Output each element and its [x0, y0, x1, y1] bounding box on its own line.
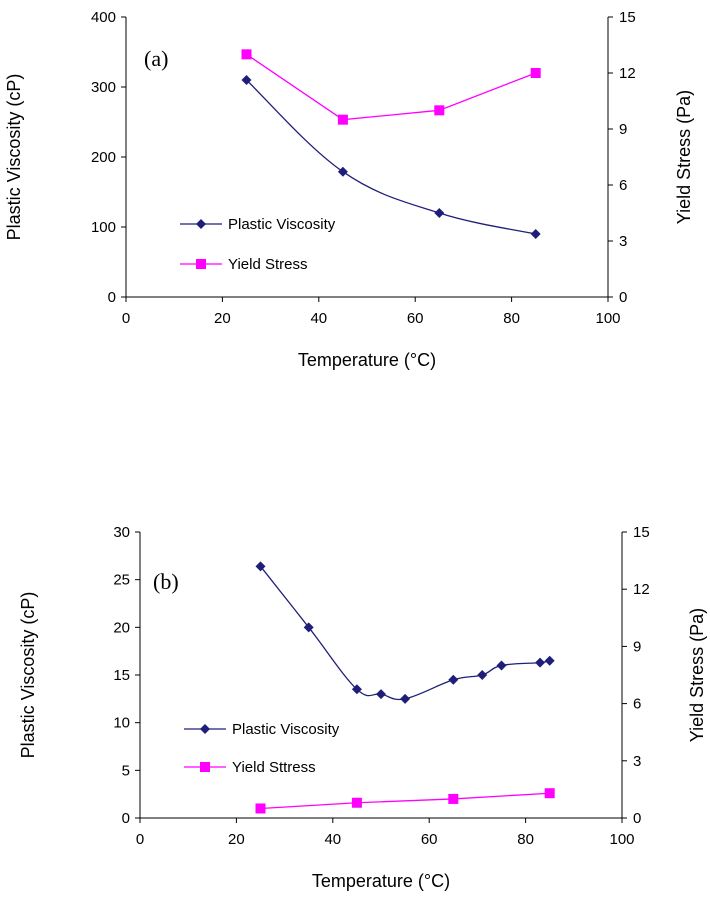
y2-tick-label: 6 — [619, 177, 627, 194]
yield-stress-point — [241, 49, 252, 60]
y-tick-label: 15 — [113, 667, 130, 684]
y-tick-label: 0 — [122, 810, 130, 827]
y2-tick-label: 0 — [633, 810, 641, 827]
x-tick-label: 60 — [421, 831, 438, 848]
plastic-viscosity-point — [376, 689, 386, 700]
legend-marker — [200, 762, 210, 772]
y2-tick-label: 15 — [633, 524, 650, 541]
x-tick-label: 0 — [122, 310, 130, 327]
series-line-plastic-viscosity — [259, 565, 550, 701]
yield-stress-point — [351, 797, 362, 808]
y2-tick-label: 3 — [619, 233, 627, 250]
x-axis-title: Temperature (°C) — [298, 350, 436, 370]
yield-stress-point — [530, 68, 541, 78]
x-tick-label: 100 — [609, 831, 634, 848]
y-axis-title: Plastic Viscosity (cP) — [18, 592, 38, 759]
series-line-yield-stress — [246, 53, 536, 121]
series-line-yield-stress — [260, 792, 550, 810]
y2-tick-label: 3 — [633, 753, 641, 770]
y-tick-label: 200 — [91, 149, 116, 166]
y-tick-label: 400 — [91, 9, 116, 26]
yield-stress-point — [434, 105, 445, 116]
legend-marker — [196, 259, 206, 269]
y2-tick-label: 12 — [619, 65, 636, 82]
y2-tick-label: 9 — [633, 638, 641, 655]
plastic-viscosity-point — [241, 75, 252, 85]
x-tick-label: 80 — [503, 310, 520, 327]
legend-label: Plastic Viscosity — [228, 216, 336, 233]
x-tick-label: 20 — [228, 831, 245, 848]
plastic-viscosity-point — [400, 693, 411, 704]
plastic-viscosity-point — [303, 622, 314, 633]
plastic-viscosity-point — [434, 208, 445, 218]
x-tick-label: 0 — [136, 831, 144, 848]
x-tick-label: 60 — [407, 310, 424, 327]
y-tick-label: 30 — [113, 524, 130, 541]
plastic-viscosity-point — [337, 166, 348, 177]
y-tick-label: 25 — [113, 572, 130, 589]
legend-label: Plastic Viscosity — [232, 721, 340, 738]
plastic-viscosity-point — [544, 655, 555, 666]
yield-stress-point — [255, 803, 266, 814]
plastic-viscosity-point — [477, 670, 488, 680]
y-axis-title: Plastic Viscosity (cP) — [4, 74, 24, 241]
yield-stress-point — [544, 788, 555, 799]
panel-label: (a) — [144, 46, 168, 71]
x-tick-label: 20 — [214, 310, 231, 327]
y2-tick-label: 9 — [619, 121, 627, 138]
legend-label: Yield Stress — [228, 256, 307, 273]
plastic-viscosity-point — [530, 229, 541, 239]
yield-stress-point — [337, 114, 348, 125]
plastic-viscosity-point — [255, 561, 266, 572]
legend: Plastic Viscosity Yield Sttress — [184, 721, 340, 776]
x-tick-label: 40 — [324, 831, 341, 848]
x-tick-label: 100 — [595, 310, 620, 327]
legend-marker — [200, 724, 210, 734]
plastic-viscosity-point — [351, 684, 362, 695]
y-tick-label: 5 — [122, 762, 130, 779]
y2-tick-label: 12 — [633, 581, 650, 598]
chart-panel-a: 0 20 40 60 80 100 0 100 200 300 400 0 3 6 9 12 15 Tempera… — [4, 9, 694, 370]
y-tick-label: 300 — [91, 79, 116, 96]
plastic-viscosity-point — [496, 660, 507, 671]
x-tick-label: 80 — [517, 831, 534, 848]
y2-tick-label: 6 — [633, 696, 641, 713]
y-tick-label: 20 — [113, 619, 130, 636]
x-tick-label: 40 — [310, 310, 327, 327]
y-tick-label: 100 — [91, 219, 116, 236]
x-axis-title: Temperature (°C) — [312, 871, 450, 891]
chart-panel-b: 0 20 40 60 80 100 0 5 10 15 20 25 30 0 3 6 9 12 15 Temperat… — [18, 524, 707, 891]
panel-label: (b) — [153, 569, 179, 594]
y2-axis-title: Yield Stress (Pa) — [674, 90, 694, 224]
yield-stress-point — [448, 793, 459, 804]
y2-tick-label: 15 — [619, 9, 636, 26]
plastic-viscosity-point — [448, 674, 459, 685]
plastic-viscosity-point — [535, 657, 546, 668]
y2-tick-label: 0 — [619, 289, 627, 306]
series-line-plastic-viscosity — [246, 79, 536, 235]
y-tick-label: 10 — [113, 715, 130, 732]
legend: Plastic Viscosity Yield Stress — [180, 216, 336, 273]
legend-label: Yield Sttress — [232, 759, 316, 776]
y2-axis-title: Yield Stress (Pa) — [687, 608, 707, 742]
y-tick-label: 0 — [108, 289, 116, 306]
legend-marker — [196, 219, 206, 229]
